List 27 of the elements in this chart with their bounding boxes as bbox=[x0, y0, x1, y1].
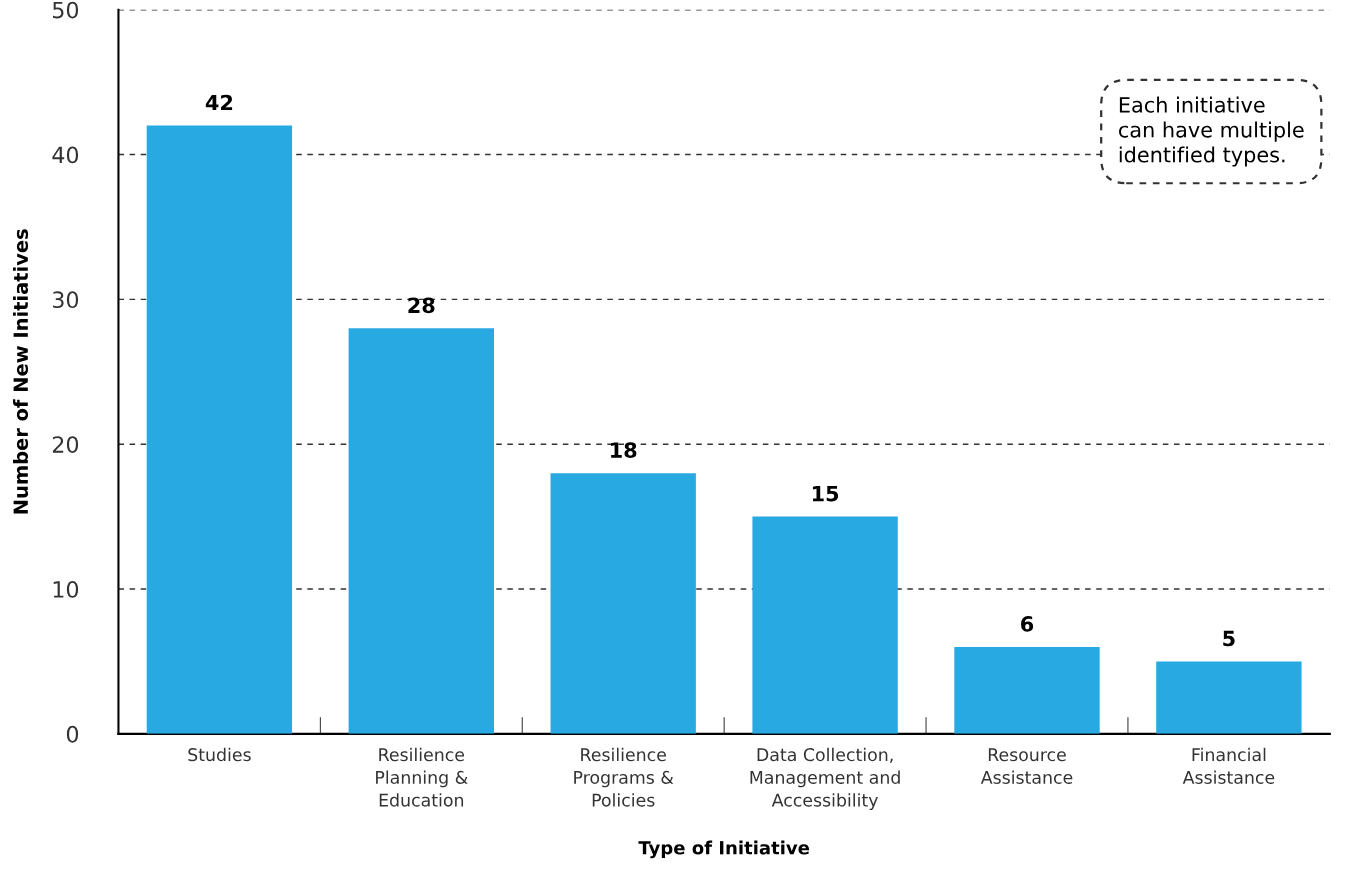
x-tick-label: Resilience Planning & Education bbox=[376, 747, 468, 807]
y-tick-label: 10 bbox=[53, 580, 79, 598]
y-axis-title: Number of New Initiatives bbox=[13, 229, 29, 514]
x-tick-label: Financial Assistance bbox=[1182, 747, 1275, 784]
data-label: 6 bbox=[1021, 616, 1034, 632]
y-tick-label: 0 bbox=[66, 725, 79, 743]
data-label: 42 bbox=[205, 94, 233, 111]
bar bbox=[550, 473, 696, 734]
y-tick-label: 50 bbox=[53, 1, 79, 19]
data-label: 28 bbox=[408, 297, 435, 314]
y-tick-label: 30 bbox=[52, 291, 79, 309]
x-tick-label: Data Collection, Management and Accessibility bbox=[750, 747, 900, 811]
bar bbox=[1156, 661, 1302, 734]
bar bbox=[146, 125, 293, 734]
x-tick-label: Resource Assistance bbox=[980, 748, 1073, 784]
bar bbox=[954, 646, 1100, 734]
y-tick-label: 20 bbox=[52, 436, 79, 453]
x-axis-title: Type of Initiative bbox=[638, 840, 810, 859]
y-tick-label: 40 bbox=[52, 146, 79, 164]
data-label: 18 bbox=[611, 442, 637, 459]
data-label: 15 bbox=[812, 485, 839, 502]
x-tick-label: Studies bbox=[188, 747, 251, 762]
annotation: Each initiative can have multiple identified types. bbox=[1119, 96, 1304, 167]
bar bbox=[348, 328, 494, 734]
bar bbox=[752, 516, 898, 734]
x-tick-label: Resilience Programs & Policies bbox=[574, 747, 674, 807]
data-label: 5 bbox=[1223, 630, 1235, 647]
